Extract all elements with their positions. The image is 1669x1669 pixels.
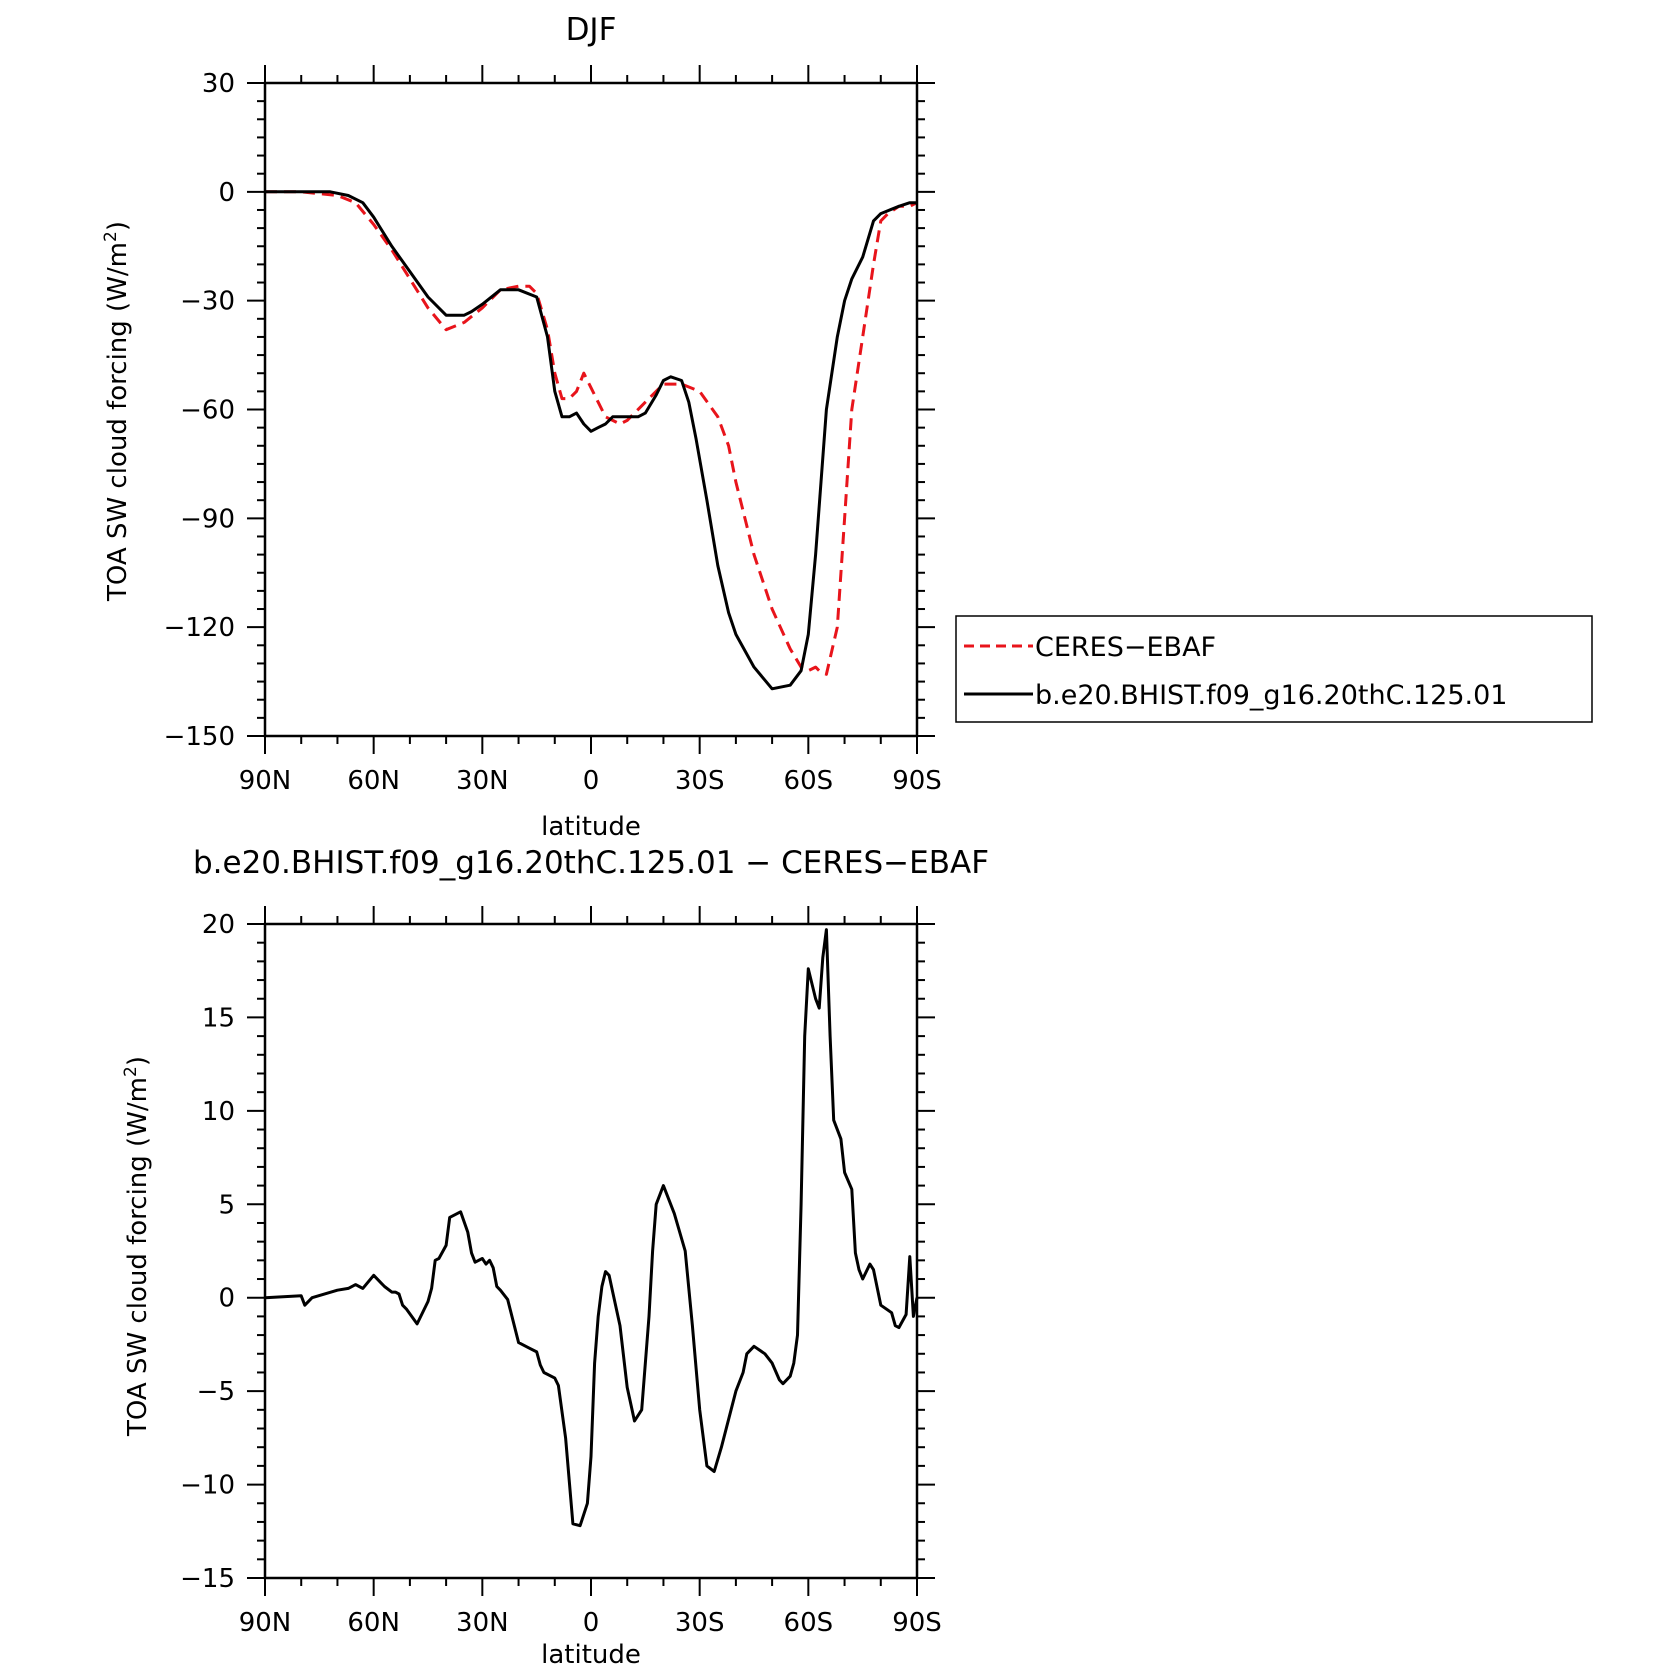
x-tick-label: 60S	[784, 766, 834, 796]
series-line-0	[265, 190, 918, 676]
series-line-1	[265, 190, 917, 691]
y-axis-label-prefix: TOA SW cloud forcing (W/m	[123, 1077, 153, 1437]
chart-djf: DJF 30 0 −30 −60 −90 −120 −150 90N 60N 30N 0 30S 60…	[101, 12, 1593, 842]
y-axis-label-suffix: )	[123, 1056, 153, 1066]
y-tick-label: −30	[180, 287, 235, 317]
y-tick-marks	[247, 923, 935, 1579]
y-axis-label-prefix: TOA SW cloud forcing (W/m	[103, 242, 133, 602]
x-tick-label: 30S	[675, 1608, 725, 1638]
x-tick-marks	[264, 906, 918, 1596]
y-tick-label: 5	[218, 1190, 235, 1220]
x-tick-label: 90N	[239, 766, 292, 796]
x-tick-label: 0	[583, 766, 600, 796]
plot-frame	[263, 922, 919, 1580]
x-tick-label: 90S	[892, 1608, 942, 1638]
x-axis-label: latitude	[541, 812, 641, 842]
y-tick-label: −120	[164, 613, 235, 643]
y-axis-label-suffix: )	[103, 221, 133, 231]
y-tick-label: 30	[202, 69, 235, 99]
legend-box	[955, 615, 1593, 723]
y-tick-labels: 20 15 10 5 0 −5 −10 −15	[180, 910, 235, 1594]
y-tick-label: 15	[202, 1003, 235, 1033]
series-group	[265, 190, 918, 691]
y-tick-label: 20	[202, 910, 235, 940]
x-tick-label: 60N	[347, 1608, 400, 1638]
x-tick-labels: 90N 60N 30N 0 30S 60S 90S	[239, 766, 942, 796]
y-tick-label: −60	[180, 396, 235, 426]
x-tick-label: 60N	[347, 766, 400, 796]
x-tick-label: 90S	[892, 766, 942, 796]
y-axis-label-sup: 2	[101, 231, 121, 242]
series-line-0	[264, 928, 919, 1528]
x-tick-label: 90N	[239, 1608, 292, 1638]
y-tick-label: −150	[164, 722, 235, 752]
legend-label-model: b.e20.BHIST.f09_g16.20thC.125.01	[1035, 680, 1507, 711]
y-tick-label: −15	[180, 1564, 235, 1594]
legend: CERES−EBAF b.e20.BHIST.f09_g16.20thC.125…	[955, 615, 1593, 723]
x-axis-label: latitude	[541, 1640, 641, 1669]
y-tick-labels: 30 0 −30 −60 −90 −120 −150	[164, 69, 235, 752]
y-axis-label-sup: 2	[121, 1066, 141, 1077]
plot-frame	[263, 81, 919, 738]
x-tick-label: 0	[583, 1608, 600, 1638]
y-axis-label: TOA SW cloud forcing (W/m2)	[121, 1056, 153, 1437]
y-tick-label: 10	[202, 1097, 235, 1127]
y-tick-label: −5	[197, 1377, 235, 1407]
y-axis-label: TOA SW cloud forcing (W/m2)	[101, 221, 133, 602]
y-tick-label: −90	[180, 504, 235, 534]
chart-difference: b.e20.BHIST.f09_g16.20thC.125.01 − CERES…	[121, 845, 989, 1669]
chart-title: b.e20.BHIST.f09_g16.20thC.125.01 − CERES…	[193, 845, 989, 881]
x-tick-label: 30S	[675, 766, 725, 796]
y-tick-label: −10	[180, 1471, 235, 1501]
x-tick-label: 60S	[784, 1608, 834, 1638]
legend-label-ceres: CERES−EBAF	[1035, 632, 1216, 663]
x-tick-labels: 90N 60N 30N 0 30S 60S 90S	[239, 1608, 942, 1638]
y-tick-label: 0	[218, 178, 235, 208]
x-tick-label: 30N	[456, 766, 509, 796]
x-tick-marks	[264, 65, 918, 754]
series-group	[264, 928, 919, 1528]
x-tick-label: 30N	[456, 1608, 509, 1638]
y-tick-marks	[247, 82, 935, 737]
y-tick-label: 0	[218, 1284, 235, 1314]
chart-title: DJF	[566, 12, 617, 48]
